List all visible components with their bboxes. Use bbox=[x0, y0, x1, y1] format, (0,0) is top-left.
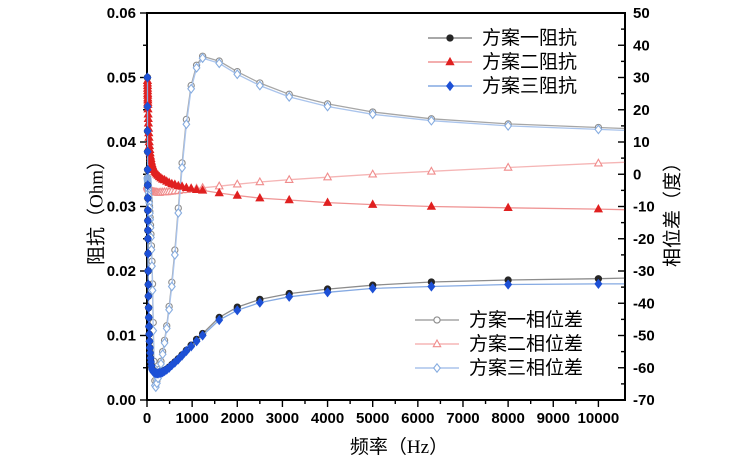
legend-label: 方案一阻抗 bbox=[482, 27, 578, 49]
y-right-tick-label: 50 bbox=[633, 5, 650, 22]
series-impedance-scheme-3 bbox=[143, 72, 625, 379]
y-right-tick-label: -20 bbox=[633, 231, 655, 248]
y-left-tick-label: 0.06 bbox=[107, 5, 136, 22]
x-tick-label: 3000 bbox=[266, 410, 299, 427]
legend-item-impedance-scheme-2: 方案二阻抗 bbox=[426, 50, 577, 74]
legend-label: 方案一相位差 bbox=[469, 309, 584, 331]
legend-item-phase-scheme-1: 方案一相位差 bbox=[413, 308, 583, 332]
y-left-tick-label: 0.00 bbox=[107, 392, 136, 409]
y-right-tick-label: -10 bbox=[633, 199, 655, 216]
legend-item-phase-scheme-2: 方案二相位差 bbox=[413, 332, 583, 356]
y-right-tick-label: -40 bbox=[633, 295, 655, 312]
legend-swatch-open-circle-icon bbox=[415, 316, 459, 324]
y-right-tick-label: 40 bbox=[633, 37, 650, 54]
y-right-tick-label: 20 bbox=[633, 102, 650, 119]
x-tick-label: 0 bbox=[143, 410, 151, 427]
y-axis-title-right: 相位差（度） bbox=[662, 152, 684, 268]
x-tick-label: 6000 bbox=[401, 410, 434, 427]
x-tick-label: 10000 bbox=[578, 410, 620, 427]
series-phase-scheme-2 bbox=[142, 158, 625, 196]
x-tick-label: 1000 bbox=[175, 410, 208, 427]
legend-item-phase-scheme-3: 方案三相位差 bbox=[413, 356, 583, 380]
y-right-tick-label: 0 bbox=[633, 166, 641, 183]
y-right-tick-label: -50 bbox=[633, 328, 655, 345]
x-tick-label: 9000 bbox=[537, 410, 570, 427]
y-right-tick-label: -30 bbox=[633, 263, 655, 280]
x-tick-label: 7000 bbox=[446, 410, 479, 427]
legend-item-impedance-scheme-1: 方案一阻抗 bbox=[426, 26, 577, 50]
y-left-tick-label: 0.01 bbox=[107, 328, 136, 345]
legend-impedance: 方案一阻抗 方案二阻抗 方案三阻抗 bbox=[426, 26, 577, 98]
y-right-tick-label: -60 bbox=[633, 360, 655, 377]
y-left-tick-label: 0.05 bbox=[107, 70, 136, 87]
y-left-tick-label: 0.04 bbox=[107, 134, 137, 151]
legend-swatch-open-triangle-icon bbox=[415, 338, 459, 348]
legend-swatch-filled-circle-icon bbox=[428, 34, 472, 42]
legend-swatch-filled-triangle-icon bbox=[428, 56, 472, 66]
legend-swatch-filled-diamond-icon bbox=[428, 80, 472, 92]
legend-label: 方案二相位差 bbox=[469, 333, 584, 355]
legend-label: 方案三相位差 bbox=[469, 357, 584, 379]
x-axis-title: 频率（Hz） bbox=[349, 437, 449, 458]
x-tick-label: 2000 bbox=[221, 410, 254, 427]
y-axis-title-left: 阻抗（Ohm） bbox=[86, 150, 108, 266]
legend-item-impedance-scheme-3: 方案三阻抗 bbox=[426, 74, 577, 98]
y-right-tick-label: -70 bbox=[633, 392, 655, 409]
y-left-tick-label: 0.02 bbox=[107, 263, 136, 280]
legend-phase: 方案一相位差 方案二相位差 方案三相位差 bbox=[413, 308, 583, 380]
x-tick-label: 8000 bbox=[491, 410, 524, 427]
legend-label: 方案二阻抗 bbox=[482, 51, 578, 73]
y-right-tick-label: 10 bbox=[633, 134, 650, 151]
x-tick-label: 5000 bbox=[356, 410, 389, 427]
y-right-tick-label: 30 bbox=[633, 70, 650, 87]
x-tick-label: 4000 bbox=[311, 410, 344, 427]
y-left-tick-label: 0.03 bbox=[107, 199, 136, 216]
legend-swatch-open-diamond-icon bbox=[415, 362, 459, 374]
legend-label: 方案三阻抗 bbox=[482, 75, 578, 97]
